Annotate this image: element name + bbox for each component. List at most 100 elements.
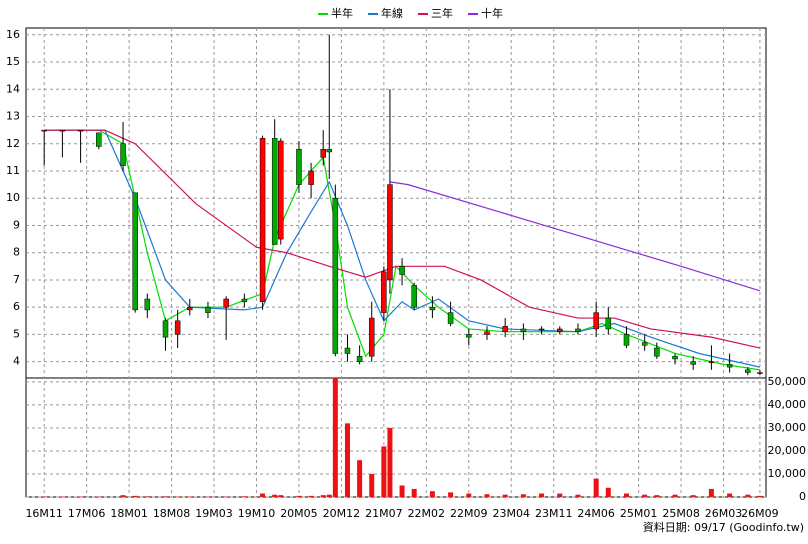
candle-body bbox=[400, 266, 405, 274]
candle-body bbox=[521, 329, 526, 332]
y-tick-label: 50,000 bbox=[768, 375, 807, 388]
candle-body bbox=[709, 362, 714, 363]
x-tick-label: 24M06 bbox=[577, 507, 615, 520]
x-tick-label: 17M06 bbox=[68, 507, 106, 520]
volume-bar bbox=[539, 494, 544, 497]
volume-bar bbox=[163, 496, 168, 497]
candle-body bbox=[430, 307, 435, 310]
candle-body bbox=[642, 343, 647, 346]
y-tick-label: 15 bbox=[6, 55, 20, 68]
volume-bar bbox=[278, 495, 283, 497]
volume-bar bbox=[145, 496, 150, 497]
candle-body bbox=[484, 332, 489, 335]
candle-body bbox=[448, 313, 453, 324]
volume-bar bbox=[430, 491, 435, 497]
candle-body bbox=[369, 318, 374, 356]
candle-body bbox=[175, 321, 180, 335]
volume-bar bbox=[466, 494, 471, 497]
legend-label: 半年 bbox=[331, 6, 353, 20]
candle-body bbox=[503, 326, 508, 331]
volume-bar bbox=[642, 495, 647, 497]
candle-body bbox=[163, 321, 168, 337]
y-tick-label: 7 bbox=[13, 273, 20, 286]
volume-bar bbox=[400, 485, 405, 497]
volume-bar bbox=[133, 496, 138, 497]
volume-bar bbox=[242, 496, 247, 497]
candle-body bbox=[387, 185, 392, 280]
volume-bar bbox=[387, 428, 392, 497]
volume-bar bbox=[448, 492, 453, 497]
legend-label: 年線 bbox=[381, 6, 403, 20]
volume-bar bbox=[412, 489, 417, 497]
volume-bar bbox=[606, 488, 611, 497]
candle-body bbox=[673, 356, 678, 359]
candle-body bbox=[121, 144, 126, 166]
x-tick-label: 18M08 bbox=[153, 507, 191, 520]
volume-bar bbox=[521, 494, 526, 497]
volume-bar bbox=[673, 495, 678, 497]
y-tick-label: 13 bbox=[6, 110, 20, 123]
x-tick-label: 25M01 bbox=[620, 507, 658, 520]
x-tick-label: 26M03 bbox=[705, 507, 743, 520]
volume-bar bbox=[594, 479, 599, 497]
candle-body bbox=[606, 318, 611, 329]
y-tick-label: 4 bbox=[13, 355, 20, 368]
x-tick-label: 18M01 bbox=[110, 507, 148, 520]
y-tick-label: 20,000 bbox=[768, 444, 807, 457]
footnote: 資料日期: 09/17 (Goodinfo.tw) bbox=[643, 520, 804, 534]
x-tick-label: 22M09 bbox=[450, 507, 488, 520]
candle-body bbox=[42, 130, 47, 131]
x-tick-label: 21M07 bbox=[365, 507, 403, 520]
candle-body bbox=[575, 329, 580, 332]
legend-label: 十年 bbox=[481, 6, 503, 20]
candle-body bbox=[321, 149, 326, 157]
candle-body bbox=[557, 329, 562, 332]
y-tick-label: 30,000 bbox=[768, 421, 807, 434]
x-tick-label: 20M05 bbox=[280, 507, 318, 520]
x-tick-label: 19M10 bbox=[238, 507, 276, 520]
volume-bar bbox=[296, 496, 301, 497]
candle-body bbox=[260, 138, 265, 301]
volume-bar bbox=[369, 474, 374, 497]
y-tick-label: 12 bbox=[6, 137, 20, 150]
y-tick-label: 6 bbox=[13, 300, 20, 313]
volume-bar bbox=[691, 495, 696, 497]
x-tick-label: 22M02 bbox=[408, 507, 446, 520]
volume-bar bbox=[345, 423, 350, 497]
candle-body bbox=[412, 285, 417, 307]
volume-bar bbox=[575, 495, 580, 497]
volume-bar bbox=[503, 495, 508, 497]
volume-bar bbox=[321, 495, 326, 497]
volume-bar bbox=[745, 495, 750, 497]
x-tick-label: 25M08 bbox=[662, 507, 700, 520]
candle-body bbox=[187, 307, 192, 310]
volume-bar bbox=[357, 460, 362, 497]
y-tick-label: 40,000 bbox=[768, 398, 807, 411]
y-tick-label: 11 bbox=[6, 164, 20, 177]
y-tick-label: 14 bbox=[6, 82, 20, 95]
volume-bar bbox=[727, 494, 732, 497]
volume-bar bbox=[624, 494, 629, 497]
volume-bar bbox=[484, 494, 489, 497]
candle-body bbox=[205, 307, 210, 312]
candle-body bbox=[296, 149, 301, 184]
candle-body bbox=[78, 130, 83, 131]
volume-bar bbox=[333, 377, 338, 497]
candle-body bbox=[539, 329, 544, 330]
volume-bar bbox=[309, 496, 314, 497]
candle-body bbox=[745, 370, 750, 373]
x-tick-label: 16M11 bbox=[25, 507, 63, 520]
candle-body bbox=[727, 364, 732, 367]
candle-body bbox=[466, 334, 471, 337]
candle-body bbox=[691, 362, 696, 365]
volume-bar bbox=[381, 446, 386, 497]
volume-bar bbox=[260, 494, 265, 497]
candle-body bbox=[133, 193, 138, 310]
candle-body bbox=[381, 272, 386, 313]
volume-bar bbox=[272, 495, 277, 497]
x-tick-label: 23M04 bbox=[492, 507, 530, 520]
candle-body bbox=[654, 348, 659, 356]
candle-body bbox=[242, 299, 247, 302]
x-tick-label: 26M09 bbox=[741, 507, 779, 520]
